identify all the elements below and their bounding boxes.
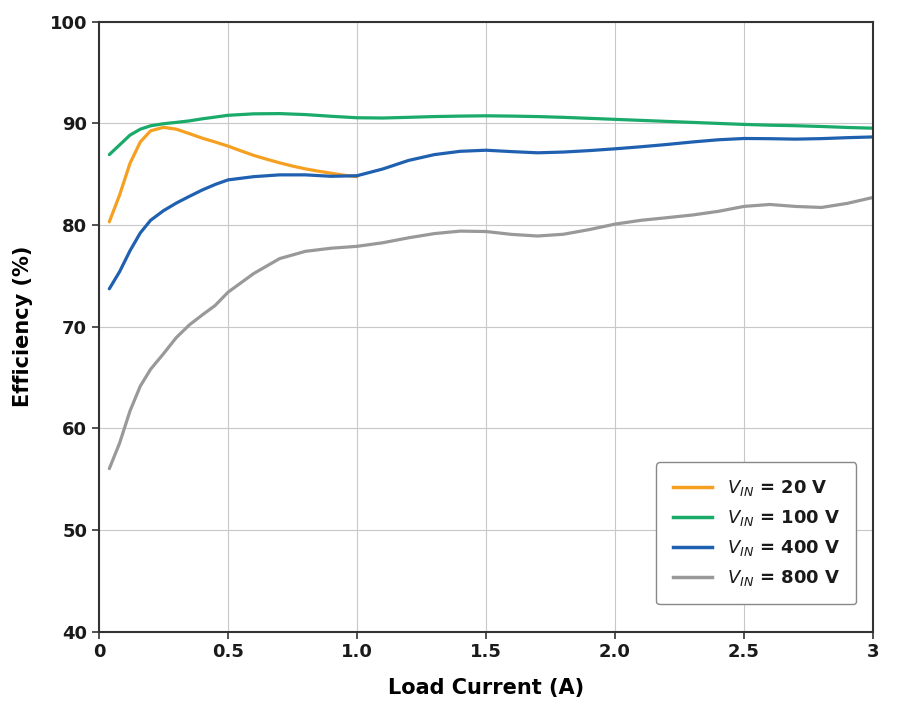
Legend: $V_{IN}$ = 20 V, $V_{IN}$ = 100 V, $V_{IN}$ = 400 V, $V_{IN}$ = 800 V: $V_{IN}$ = 20 V, $V_{IN}$ = 100 V, $V_{I… xyxy=(656,462,856,604)
X-axis label: Load Current (A): Load Current (A) xyxy=(388,678,584,698)
Y-axis label: Efficiency (%): Efficiency (%) xyxy=(13,246,33,407)
